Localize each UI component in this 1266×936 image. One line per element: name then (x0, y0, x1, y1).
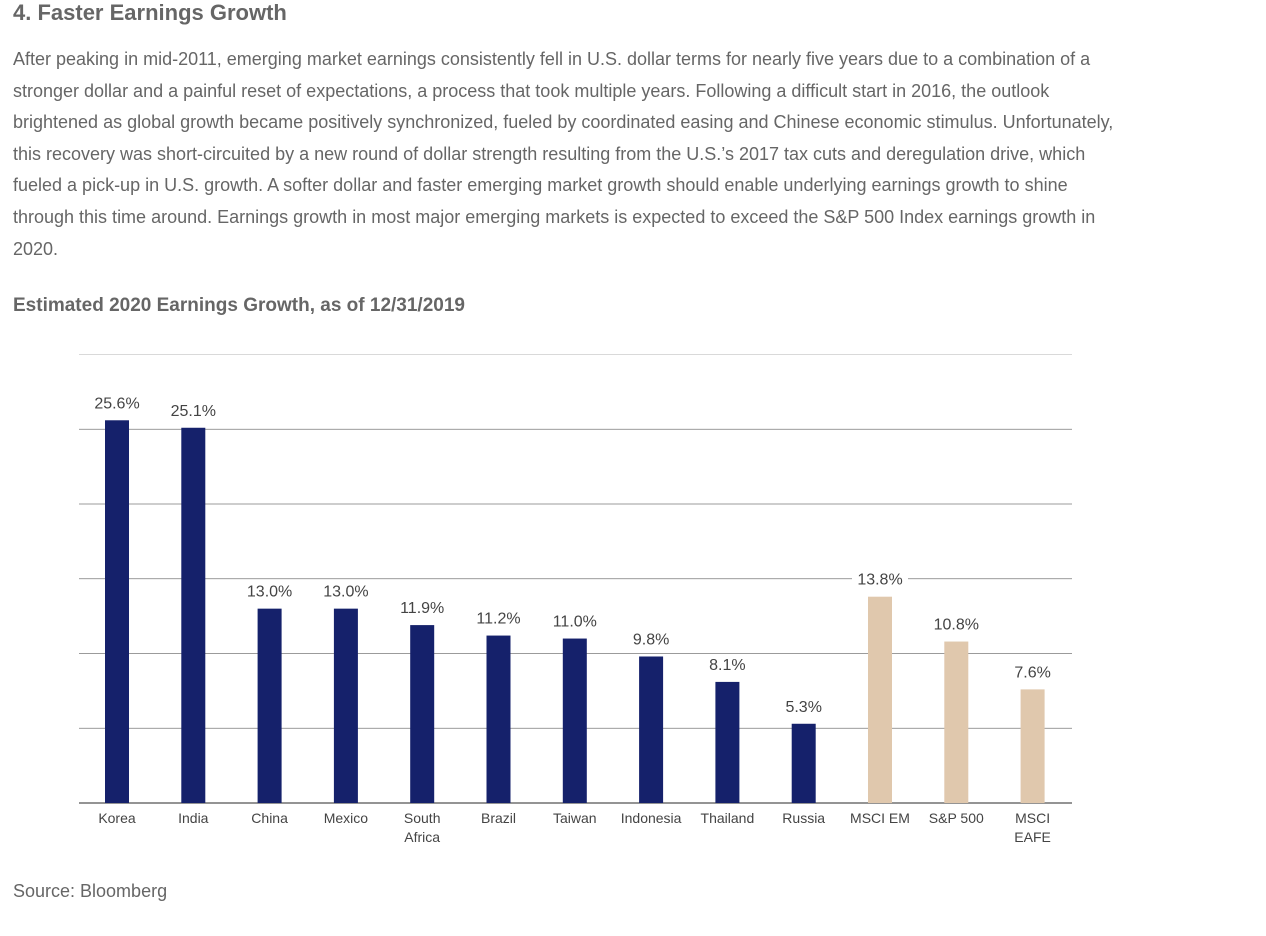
category-label: EAFE (1014, 829, 1051, 845)
category-label: China (251, 810, 288, 826)
bar (944, 641, 969, 803)
category-label: Mexico (324, 810, 369, 826)
category-labels: Korea India China Mexico South Africa Brazil Ta… (98, 810, 1051, 845)
bar-chart: 25.6% 25.1% 13.0% 13.0% 11.9% 11.2% 11.0% 9.8% 8… (0, 330, 1100, 860)
source-note: Source: Bloomberg (13, 881, 168, 901)
body-paragraph: After peaking in mid-2011, emerging mark… (13, 49, 1114, 259)
bar (791, 723, 816, 803)
category-label: MSCI EM (850, 810, 910, 826)
category-label: South (404, 810, 441, 826)
data-label-background (165, 400, 222, 421)
bar (715, 681, 740, 803)
gridlines (79, 354, 1072, 804)
category-label: India (178, 810, 209, 826)
bar (181, 427, 206, 803)
data-label: 8.1% (709, 657, 745, 674)
data-label: 13.0% (247, 584, 292, 601)
section-heading: 4. Faster Earnings Growth (13, 0, 287, 25)
data-label: 13.0% (323, 584, 368, 601)
data-label: 11.0% (553, 614, 597, 631)
data-label-background (775, 696, 832, 717)
category-label: Korea (98, 810, 136, 826)
data-label-background (852, 569, 908, 590)
data-label-background (241, 581, 298, 602)
bar (1020, 689, 1045, 803)
data-label-background (1004, 662, 1061, 683)
data-label-background (546, 611, 603, 632)
category-label: Africa (404, 829, 440, 845)
data-label-background (699, 654, 756, 675)
bar (639, 656, 664, 803)
category-label: S&P 500 (929, 810, 984, 826)
category-label: Indonesia (621, 810, 682, 826)
bar (562, 638, 587, 803)
bar (486, 635, 511, 803)
data-label: 11.2% (476, 611, 520, 628)
data-label-background (89, 393, 145, 414)
data-label: 10.8% (934, 617, 979, 634)
data-labels: 25.6% 25.1% 13.0% 13.0% 11.9% 11.2% 11.0% 9.8% 8… (89, 393, 1061, 717)
data-label: 25.6% (94, 395, 139, 412)
bar (105, 420, 129, 803)
category-label: Brazil (481, 810, 516, 826)
data-label-background (317, 581, 374, 602)
bars (105, 420, 1045, 803)
category-label: MSCI (1015, 810, 1050, 826)
data-label-background (623, 629, 680, 650)
category-label: Taiwan (553, 810, 597, 826)
bar (333, 608, 358, 803)
data-label: 5.3% (785, 699, 821, 716)
data-label: 7.6% (1014, 664, 1050, 681)
bar (410, 625, 435, 803)
data-label: 13.8% (857, 572, 902, 589)
data-label-background (394, 598, 451, 619)
bar (257, 608, 282, 803)
category-label: Thailand (701, 810, 755, 826)
data-label: 11.9% (400, 600, 444, 617)
bar (868, 596, 892, 803)
data-label: 25.1% (171, 403, 216, 420)
data-label: 9.8% (633, 631, 669, 648)
bar-chart-svg: 25.6% 25.1% 13.0% 13.0% 11.9% 11.2% 11.0% 9.8% 8… (79, 354, 1072, 845)
category-label: Russia (782, 810, 825, 826)
data-label-background (470, 608, 527, 629)
data-label-background (928, 614, 985, 635)
chart-title: Estimated 2020 Earnings Growth, as of 12… (13, 295, 465, 316)
